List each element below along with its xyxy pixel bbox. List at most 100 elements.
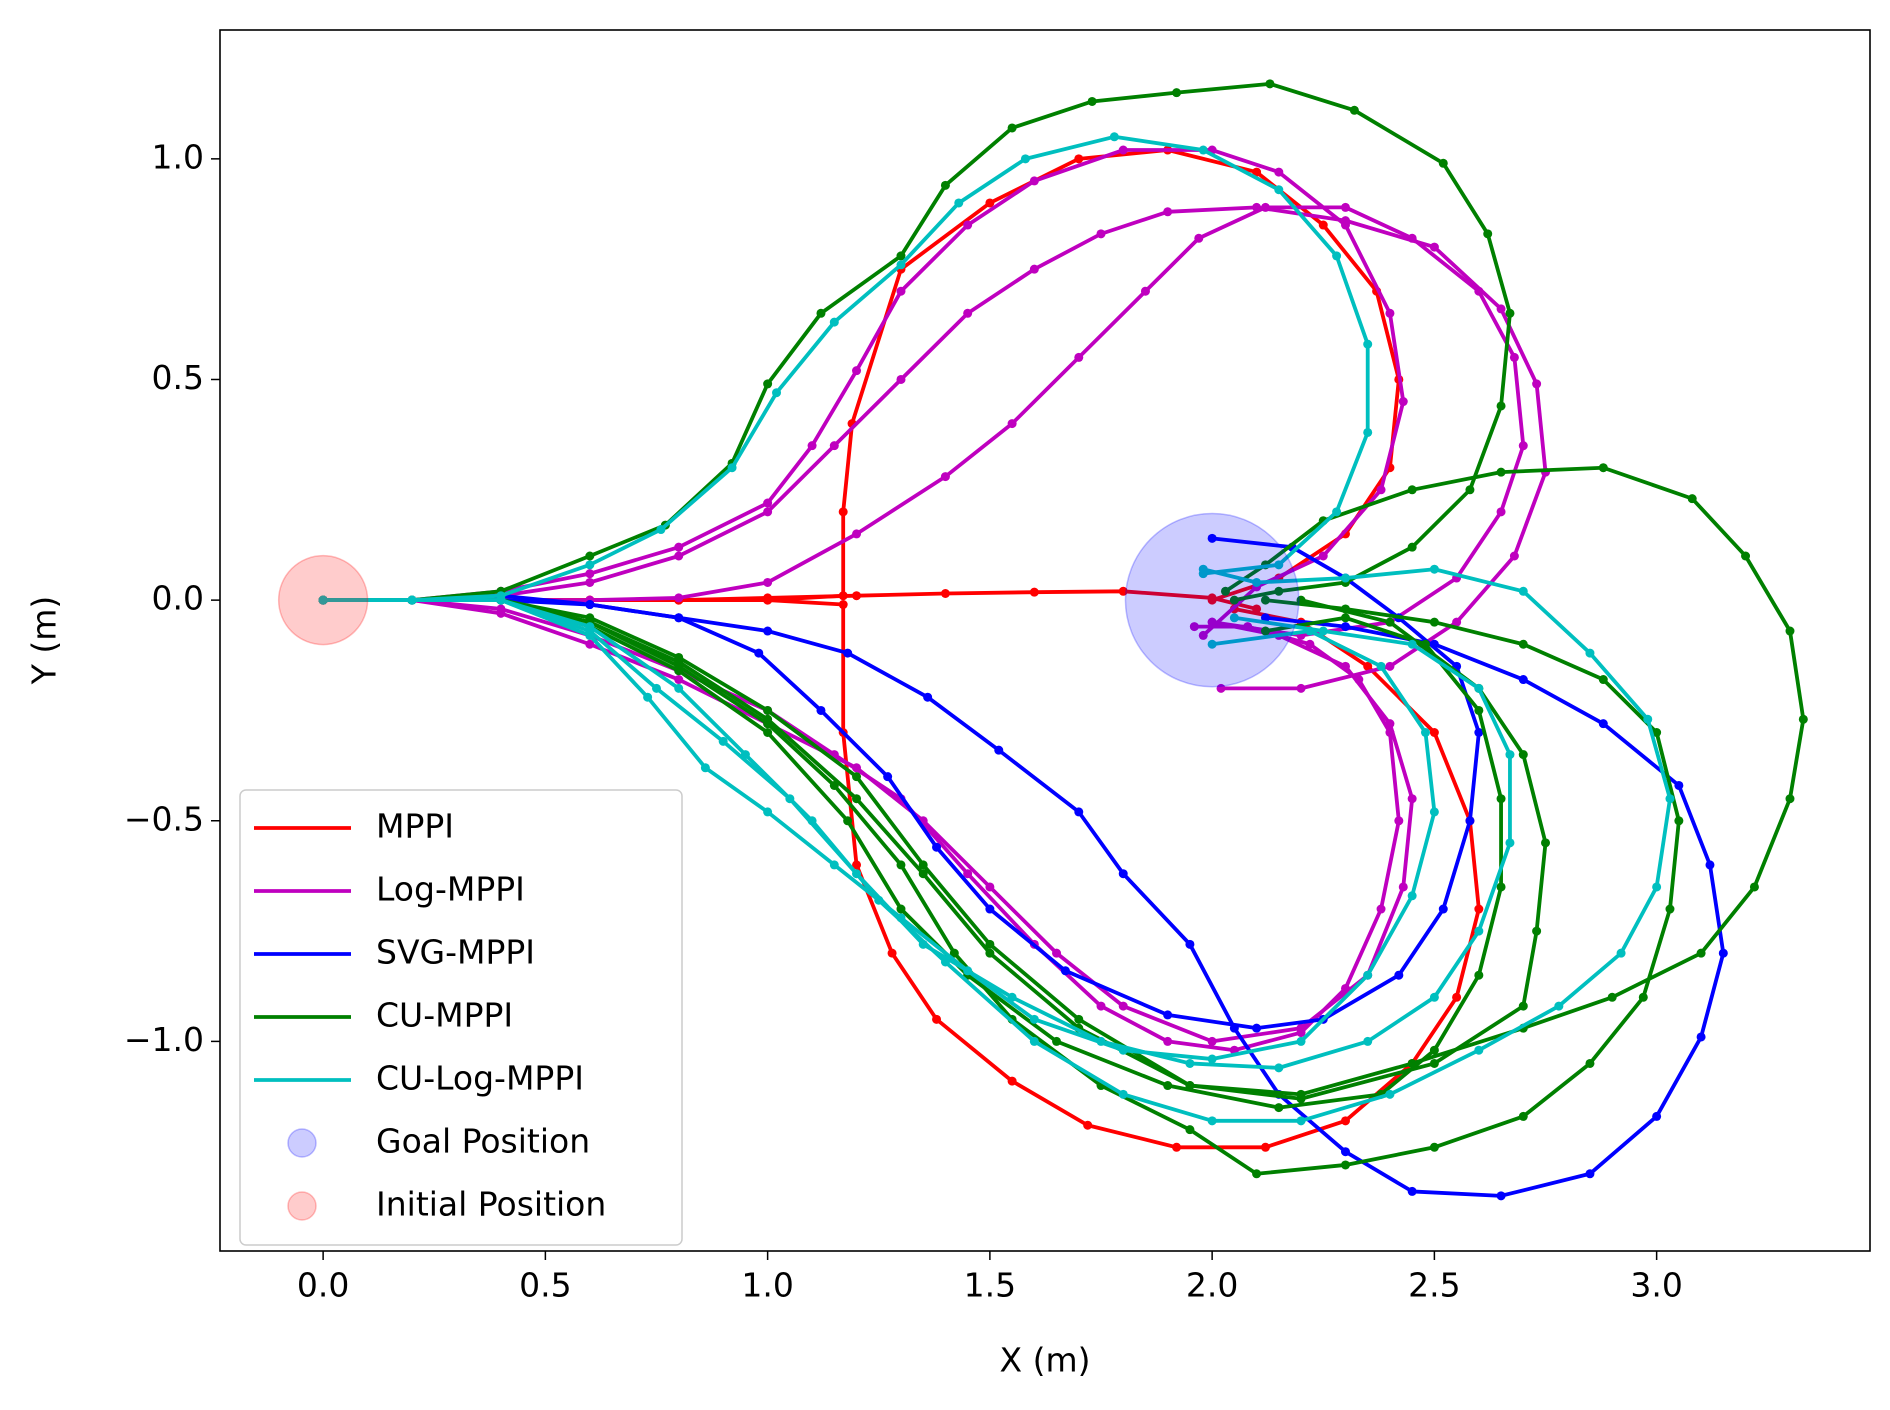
trajectory-point	[1518, 639, 1528, 649]
trajectory-point	[918, 860, 928, 870]
trajectory-point	[985, 939, 995, 949]
trajectory-point	[1585, 648, 1595, 658]
trajectory-point	[1207, 533, 1217, 543]
trajectory-point	[852, 529, 862, 539]
trajectory-point	[963, 869, 973, 879]
trajectory-point	[763, 728, 773, 738]
trajectory-point	[1296, 1036, 1306, 1046]
trajectory-point	[1243, 622, 1253, 632]
trajectory-point	[1429, 1142, 1439, 1152]
trajectory-point	[1260, 202, 1270, 212]
trajectory-point	[1340, 573, 1350, 583]
trajectory-point	[1052, 1036, 1062, 1046]
trajectory-point	[1007, 123, 1017, 133]
trajectory-point	[1598, 719, 1608, 729]
trajectory-point	[1376, 904, 1386, 914]
trajectory-point	[816, 308, 826, 318]
trajectory-point	[1318, 220, 1328, 230]
trajectory-point	[1083, 1120, 1093, 1130]
trajectory-point	[838, 507, 848, 517]
trajectory-point	[772, 388, 782, 398]
trajectory-point	[963, 308, 973, 318]
trajectory-point	[896, 286, 906, 296]
trajectory-point	[674, 675, 684, 685]
trajectory-point	[1452, 992, 1462, 1002]
trajectory-point	[1340, 216, 1350, 226]
trajectory-point	[1198, 145, 1208, 155]
trajectory-point	[763, 507, 773, 517]
trajectory-point	[1074, 1014, 1084, 1024]
trajectory-point	[1705, 860, 1715, 870]
trajectory-point	[829, 317, 839, 327]
trajectory-point	[1349, 105, 1359, 115]
trajectory-point	[1363, 427, 1373, 437]
trajectory-point	[1652, 1111, 1662, 1121]
trajectory-point	[1665, 904, 1675, 914]
trajectory-point	[1185, 939, 1195, 949]
trajectory-point	[643, 692, 653, 702]
trajectory-point	[1216, 683, 1226, 693]
trajectory-point	[883, 772, 893, 782]
trajectory-point	[1354, 675, 1364, 685]
trajectory-point	[985, 904, 995, 914]
trajectory-point	[1118, 1089, 1128, 1099]
trajectory-point	[1296, 595, 1306, 605]
trajectory-point	[585, 600, 595, 610]
trajectory-point	[1474, 1045, 1484, 1055]
trajectory-point	[829, 441, 839, 451]
trajectory-point	[852, 860, 862, 870]
trajectory-point	[585, 551, 595, 561]
trajectory-point	[1509, 352, 1519, 362]
trajectory-point	[816, 705, 826, 715]
trajectory-line	[323, 567, 1672, 1123]
trajectory-line	[323, 593, 1726, 1198]
trajectory-point	[763, 379, 773, 389]
trajectory-point	[896, 251, 906, 261]
trajectory-point	[763, 705, 773, 715]
trajectory-point	[1260, 626, 1270, 636]
trajectory-point	[1483, 229, 1493, 239]
trajectory-point	[1376, 661, 1386, 671]
trajectory-point	[1274, 1063, 1284, 1073]
trajectory-point	[1465, 816, 1475, 826]
trajectory-point	[1407, 233, 1417, 243]
trajectory-point	[1020, 154, 1030, 164]
trajectory-point	[1185, 1081, 1195, 1091]
trajectory-point	[1420, 728, 1430, 738]
trajectory-point	[1363, 339, 1373, 349]
trajectory-point	[1518, 675, 1528, 685]
trajectory-point	[1029, 1036, 1039, 1046]
trajectory-point	[763, 498, 773, 508]
trajectory-point	[1096, 1036, 1106, 1046]
trajectory-point	[1207, 1116, 1217, 1126]
trajectory-point	[1496, 401, 1506, 411]
trajectory-point	[407, 595, 417, 605]
legend: MPPI Log-MPPI SVG-MPPI CU-MPPI CU-Log-MPPI Go…	[239, 789, 683, 1246]
trajectory-point	[1305, 639, 1315, 649]
plot-area	[277, 79, 1808, 1201]
trajectory-point	[1598, 675, 1608, 685]
trajectory-point	[700, 763, 710, 773]
trajectory-point	[896, 860, 906, 870]
trajectory-point	[763, 626, 773, 636]
x-tick-label: 2.0	[1186, 1266, 1238, 1305]
trajectory-point	[1554, 1001, 1564, 1011]
trajectory-point	[1785, 794, 1795, 804]
trajectory-point	[1509, 551, 1519, 561]
trajectory-point	[1429, 807, 1439, 817]
trajectory-point	[1274, 586, 1284, 596]
legend-box	[239, 789, 683, 1246]
legend-label: MPPI	[376, 807, 454, 846]
trajectory-point	[1260, 613, 1270, 623]
trajectory-point	[1340, 613, 1350, 623]
trajectory-point	[1207, 1036, 1217, 1046]
trajectory-point	[1496, 1191, 1506, 1201]
trajectory-point	[1340, 983, 1350, 993]
x-axis-label: X (m)	[1000, 1341, 1091, 1380]
trajectory-point	[1052, 948, 1062, 958]
trajectory-point	[1318, 626, 1328, 636]
trajectory-point	[754, 648, 764, 658]
legend-label: CU-Log-MPPI	[376, 1059, 584, 1098]
trajectory-point	[1340, 622, 1350, 632]
trajectory-point	[1207, 1054, 1217, 1064]
